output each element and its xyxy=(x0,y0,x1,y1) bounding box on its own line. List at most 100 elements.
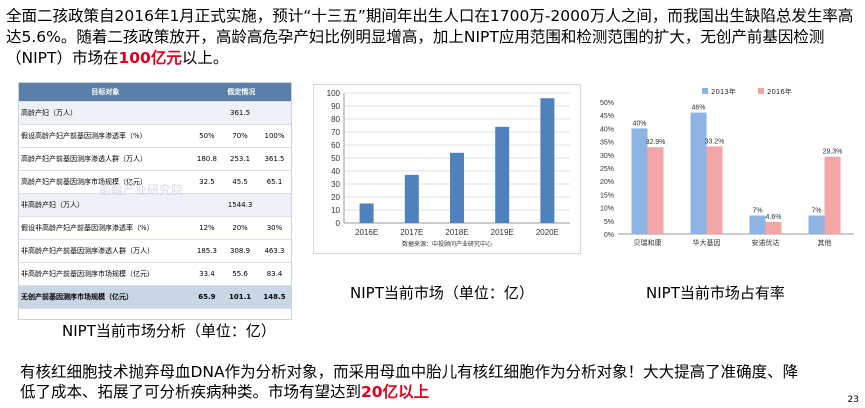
y-tick-label: 35% xyxy=(600,140,614,147)
y-tick-label: 80 xyxy=(331,115,340,124)
row-label: 无创产前基因测序市场规模（亿元） xyxy=(19,285,192,309)
x-tick-label: 2017E xyxy=(400,228,423,237)
bar xyxy=(540,98,555,223)
y-tick-label: 10 xyxy=(331,206,340,215)
table-row: 无创产前基因测序市场规模（亿元） 65.9 101.1 148.5 xyxy=(19,285,291,309)
y-tick-label: 50% xyxy=(600,100,614,107)
table-row: 非高龄产妇产前基因测序市场规模（亿元） 33.4 55.6 83.4 xyxy=(19,262,291,286)
y-tick-label: 5% xyxy=(604,219,614,226)
nipt-market-svg: 0 10 20 30 40 50 60 70 80 90 100 2016E 2017E 2018E 201… xyxy=(327,89,570,248)
data-label: 7% xyxy=(752,208,762,215)
data-label: 7% xyxy=(811,208,821,215)
bar xyxy=(690,112,707,234)
table-row: 高龄产妇产前基因测序渗透人群（万人） 180.8 253.1 361.5 xyxy=(19,147,291,171)
table-header-assumption: 假定情况 xyxy=(191,83,291,102)
chart1-caption-text: NIPT当前市场 xyxy=(350,284,444,302)
bar xyxy=(749,215,766,234)
row-value xyxy=(258,101,291,125)
y-tick-label: 0 xyxy=(336,219,341,228)
bar xyxy=(824,156,841,234)
data-label: 29.3% xyxy=(823,149,843,156)
market-share-chart: 0% 5% 10% 15% 20% 25% 30% 35% 40% 45% 50% 2013年 2016… xyxy=(590,87,858,258)
chart-source: 数据来源：中投顾问产业研究中心 xyxy=(402,240,492,248)
table-row: 非高龄产妇（万人） 1544.3 xyxy=(19,193,291,217)
row-label: 非高龄产妇产前基因测序市场规模（亿元） xyxy=(19,262,192,286)
y-tick-label: 30 xyxy=(331,180,340,189)
legend-label: 2013年 xyxy=(711,88,736,96)
x-tick-label: 其他 xyxy=(818,238,832,247)
y-tick-label: 30% xyxy=(600,153,614,160)
table-caption: NIPT当前市场分析（单位：亿） xyxy=(62,322,276,340)
intro-highlight: 100亿元 xyxy=(118,49,182,67)
y-tick-label: 40 xyxy=(331,167,340,176)
table-row: 假设高龄产妇产前基因测序渗透率（%） 50% 70% 100% xyxy=(19,124,291,148)
bar xyxy=(495,126,510,223)
row-label: 假设高龄产妇产前基因测序渗透率（%） xyxy=(19,124,192,148)
row-value: 463.3 xyxy=(258,239,291,263)
y-tick-label: 90 xyxy=(331,102,340,111)
intro-paragraph: 全面二孩政策自2016年1月正式实施，预计“十三五”期间年出生人口在1700万-… xyxy=(6,6,856,69)
row-label: 高龄产妇产前基因测序渗透人群（万人） xyxy=(19,147,192,171)
row-value: 30% xyxy=(258,216,291,240)
row-value: 55.6 xyxy=(222,262,258,286)
chart2-caption: NIPT当前市场占有率 xyxy=(646,284,785,302)
bar xyxy=(706,146,723,234)
row-label: 非高龄产妇（万人） xyxy=(19,193,192,217)
row-value: 308.9 xyxy=(222,239,258,263)
y-tick-label: 60 xyxy=(331,141,340,150)
data-label: 46% xyxy=(691,105,705,112)
chart1-caption: NIPT当前市场（单位：亿） xyxy=(350,282,534,303)
table-row: 非高龄产妇产前基因测序渗透人群（万人） 185.3 308.9 463.3 xyxy=(19,239,291,263)
bar xyxy=(808,215,825,234)
chart1-caption-unit: （单位：亿） xyxy=(443,284,534,302)
y-tick-label: 40% xyxy=(600,126,614,133)
y-tick-label: 45% xyxy=(600,113,614,120)
table-row: 高龄产妇（万人） 361.5 xyxy=(19,101,291,125)
row-label: 非高龄产妇产前基因测序渗透人群（万人） xyxy=(19,239,192,263)
bottom-text: 有核红细胞技术抛弃母血DNA作为分析对象，而采用母血中胎儿有核红细胞作为分析对象… xyxy=(20,363,799,401)
y-tick-label: 0% xyxy=(604,232,614,239)
table-row: 高龄产妇产前基因测序市场规模（亿元） 32.5 45.5 65.1 xyxy=(19,170,291,194)
row-value: 83.4 xyxy=(258,262,291,286)
intro-text-end: 以上。 xyxy=(181,49,229,67)
bar xyxy=(631,128,648,234)
legend-swatch xyxy=(702,88,708,94)
y-tick-label: 20 xyxy=(331,193,340,202)
row-value: 185.3 xyxy=(191,239,223,263)
y-tick-label: 20% xyxy=(600,179,614,186)
bar xyxy=(765,221,782,234)
row-value: 33.4 xyxy=(191,262,223,286)
page-number: 23 xyxy=(847,395,859,405)
watermark-text: 前瞻产业研究院 xyxy=(99,183,184,197)
y-tick-label: 10% xyxy=(600,206,614,213)
legend-label: 2016年 xyxy=(767,88,792,96)
row-value xyxy=(191,193,223,217)
x-tick-label: 2020E xyxy=(536,228,559,237)
x-tick-label: 2016E xyxy=(355,228,378,237)
row-value: 148.5 xyxy=(258,285,291,309)
bar xyxy=(647,147,664,234)
y-tick-label: 70 xyxy=(331,128,340,137)
table-row: 假设非高龄产妇产前基因测序渗透率（%） 12% 20% 30% xyxy=(19,216,291,240)
bar xyxy=(359,203,374,223)
row-value: 70% xyxy=(222,124,258,148)
x-tick-label: 2019E xyxy=(491,228,514,237)
row-value: 180.8 xyxy=(191,147,223,171)
row-label: 高龄产妇（万人） xyxy=(19,101,192,125)
intro-text: 全面二孩政策自2016年1月正式实施，预计“十三五”期间年出生人口在1700万-… xyxy=(6,7,854,67)
row-value: 12% xyxy=(191,216,223,240)
row-value xyxy=(191,101,223,125)
data-label: 4.6% xyxy=(766,214,782,221)
legend-swatch xyxy=(758,88,764,94)
y-tick-label: 25% xyxy=(600,166,614,173)
row-value: 361.5 xyxy=(222,101,258,125)
row-value: 1544.3 xyxy=(222,193,258,217)
row-value: 100% xyxy=(258,124,291,148)
row-value: 32.5 xyxy=(191,170,223,194)
y-tick-label: 50 xyxy=(331,154,340,163)
row-value: 253.1 xyxy=(222,147,258,171)
data-label: 32.9% xyxy=(646,139,666,146)
row-value: 101.1 xyxy=(222,285,258,309)
x-tick-label: 贝瑞和康 xyxy=(634,238,662,247)
row-value: 65.9 xyxy=(191,285,223,309)
